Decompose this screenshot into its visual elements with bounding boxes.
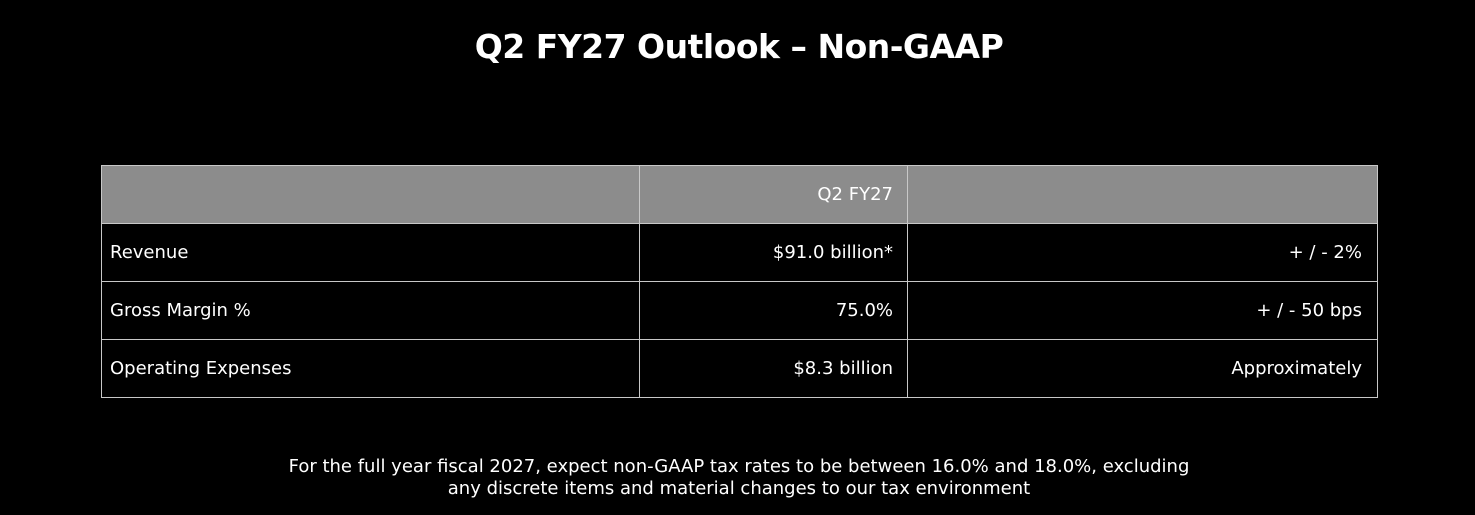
table-row: Operating Expenses $8.3 billion Approxim… [101, 339, 1378, 398]
outlook-table: Q2 FY27 Revenue $91.0 billion* + / - 2% … [101, 165, 1378, 398]
row-value: 75.0% [639, 281, 908, 340]
page-title: Q2 FY27 Outlook – Non-GAAP [474, 27, 1004, 66]
row-qualifier: Approximately [907, 339, 1378, 398]
table-row: Revenue $91.0 billion* + / - 2% [101, 223, 1378, 282]
row-label: Gross Margin % [101, 281, 640, 340]
header-cell-metric [101, 165, 640, 224]
row-value: $91.0 billion* [639, 223, 908, 282]
table-header-row: Q2 FY27 [101, 165, 1378, 224]
tax-rate-footnote: For the full year fiscal 2027, expect no… [0, 456, 1475, 500]
row-value: $8.3 billion [639, 339, 908, 398]
row-label: Operating Expenses [101, 339, 640, 398]
footnote-line-2: any discrete items and material changes … [447, 478, 1031, 499]
header-cell-period: Q2 FY27 [639, 165, 908, 224]
row-qualifier: + / - 50 bps [907, 281, 1378, 340]
header-cell-range [907, 165, 1378, 224]
row-label: Revenue [101, 223, 640, 282]
table-row: Gross Margin % 75.0% + / - 50 bps [101, 281, 1378, 340]
footnote-line-1: For the full year fiscal 2027, expect no… [288, 456, 1190, 477]
row-qualifier: + / - 2% [907, 223, 1378, 282]
